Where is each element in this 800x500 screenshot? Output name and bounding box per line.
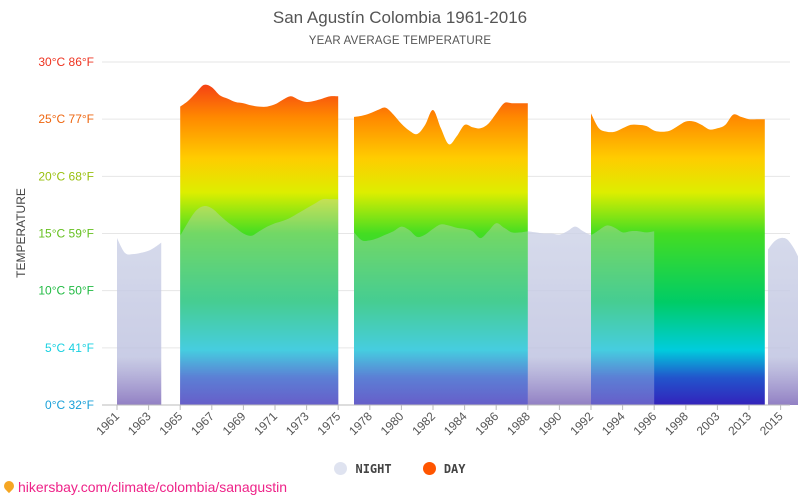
night-area-overlay bbox=[354, 223, 528, 405]
x-tick-label: 1986 bbox=[473, 409, 502, 438]
day-area bbox=[591, 113, 765, 406]
x-tick-label: 1965 bbox=[157, 409, 186, 438]
night-area-overlay bbox=[180, 198, 339, 405]
y-tick-label: 20°C 68°F bbox=[38, 169, 94, 183]
x-tick-label: 1990 bbox=[536, 409, 565, 438]
legend-day-label: DAY bbox=[443, 461, 466, 476]
chart-legend: NIGHT DAY bbox=[0, 461, 800, 476]
day-area bbox=[354, 102, 528, 406]
x-tick-label: 1980 bbox=[378, 409, 407, 438]
x-tick-label: 1975 bbox=[315, 409, 344, 438]
x-axis-ticks: 1961 1963 1965 1967 1969 1971 1973 1975 1978 1980… bbox=[93, 404, 790, 438]
source-link-text: hikersbay.com/climate/colombia/sanagusti… bbox=[18, 479, 287, 495]
x-tick-label: 2013 bbox=[725, 409, 754, 438]
night-area-overlay bbox=[768, 237, 798, 405]
y-tick-label: 0°C 32°F bbox=[45, 398, 94, 412]
x-tick-label: 1982 bbox=[409, 409, 438, 438]
day-series bbox=[180, 84, 765, 406]
legend-day-dot bbox=[422, 461, 436, 475]
x-tick-label: 1978 bbox=[346, 409, 375, 438]
x-tick-label: 1994 bbox=[599, 409, 628, 438]
x-tick-label: 1973 bbox=[283, 409, 312, 438]
night-area bbox=[768, 237, 798, 405]
chart-subtitle: YEAR AVERAGE TEMPERATURE bbox=[308, 35, 492, 47]
source-link[interactable]: hikersbay.com/climate/colombia/sanagusti… bbox=[1, 478, 287, 495]
y-tick-label: 30°C 86°F bbox=[38, 55, 94, 69]
legend-item-day[interactable]: DAY bbox=[422, 461, 466, 476]
x-tick-label: 1971 bbox=[251, 409, 280, 438]
x-tick-label: 1961 bbox=[93, 409, 122, 438]
x-tick-label: 1967 bbox=[188, 409, 217, 438]
legend-item-night[interactable]: NIGHT bbox=[334, 461, 392, 476]
y-tick-label: 5°C 41°F bbox=[45, 341, 94, 355]
x-tick-label: 1992 bbox=[567, 409, 596, 438]
x-tick-label: 1998 bbox=[662, 409, 691, 438]
temperature-chart: 0°C 32°F 5°C 41°F 10°C 50°F 15°C 59°F 20°C 6… bbox=[14, 55, 798, 438]
y-tick-label: 15°C 59°F bbox=[38, 227, 94, 241]
night-area-overlay bbox=[117, 238, 162, 405]
x-tick-label: 1963 bbox=[125, 409, 154, 438]
x-tick-label: 1988 bbox=[504, 409, 533, 438]
chart-title: San Agustín Colombia 1961-2016 bbox=[272, 8, 528, 27]
y-axis-label: TEMPERATURE bbox=[14, 188, 28, 278]
night-area-overlay bbox=[527, 225, 655, 405]
day-area bbox=[180, 84, 339, 405]
y-axis-ticks: 0°C 32°F 5°C 41°F 10°C 50°F 15°C 59°F 20°C 6… bbox=[38, 55, 94, 412]
x-tick-label: 2003 bbox=[694, 409, 723, 438]
location-pin-icon bbox=[1, 478, 17, 494]
night-area bbox=[117, 238, 162, 405]
x-tick-label: 1996 bbox=[631, 409, 660, 438]
legend-night-dot bbox=[334, 461, 348, 475]
legend-night-label: NIGHT bbox=[355, 461, 392, 476]
x-tick-label: 2015 bbox=[757, 409, 786, 438]
x-tick-label: 1984 bbox=[441, 409, 470, 438]
y-tick-label: 10°C 50°F bbox=[38, 284, 94, 298]
x-tick-label: 1969 bbox=[220, 409, 249, 438]
night-series-overlay bbox=[117, 198, 798, 405]
y-tick-label: 25°C 77°F bbox=[38, 112, 94, 126]
